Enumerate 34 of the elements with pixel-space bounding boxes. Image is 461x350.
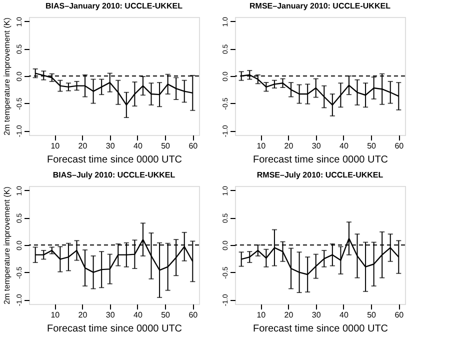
x-tick-label: 30: [106, 142, 116, 150]
x-tick-label: 20: [78, 142, 88, 150]
x-tick-label: 20: [284, 142, 294, 150]
chart-title: BIAS–January 2010: UCCLE-UKKEL: [46, 2, 183, 11]
x-tick-label: 40: [134, 142, 143, 150]
x-tick-label: 60: [394, 310, 404, 320]
x-tick-label: 50: [161, 310, 171, 320]
x-tick-label: 50: [161, 142, 171, 150]
y-axis-title: 2m temperature improvement (K): [2, 186, 12, 304]
x-axis-title: Forecast time since 0000 UTC: [252, 324, 388, 334]
chart-title: RMSE–July 2010: UCCLE-UKKEL: [256, 170, 384, 180]
x-axis-title: Forecast time since 0000 UTC: [252, 154, 388, 166]
x-tick-label: 40: [340, 310, 349, 320]
x-tick-label: 10: [256, 142, 266, 150]
x-axis-title: Forecast time since 0000 UTC: [46, 324, 182, 334]
y-axis-title: 2m temperature improvement (K): [2, 17, 12, 136]
x-axis-title: Forecast time since 0000 UTC: [46, 154, 182, 166]
chart-title: BIAS–July 2010: UCCLE-UKKEL: [52, 170, 176, 180]
x-tick-label: 60: [394, 142, 404, 150]
x-tick-label: 10: [50, 310, 60, 320]
x-tick-label: 30: [312, 142, 322, 150]
chart-title: RMSE–January 2010: UCCLE-UKKEL: [250, 2, 391, 11]
x-tick-label: 50: [367, 310, 377, 320]
x-tick-label: 60: [188, 310, 198, 320]
x-tick-label: 30: [312, 310, 322, 320]
x-tick-label: 20: [78, 310, 88, 320]
x-tick-label: 60: [188, 142, 198, 150]
x-tick-label: 40: [340, 142, 349, 150]
x-tick-label: 10: [256, 310, 266, 320]
x-tick-label: 10: [50, 142, 60, 150]
x-tick-label: 20: [284, 310, 294, 320]
x-tick-label: 40: [134, 310, 143, 320]
x-tick-label: 50: [367, 142, 377, 150]
x-tick-label: 30: [106, 310, 116, 320]
